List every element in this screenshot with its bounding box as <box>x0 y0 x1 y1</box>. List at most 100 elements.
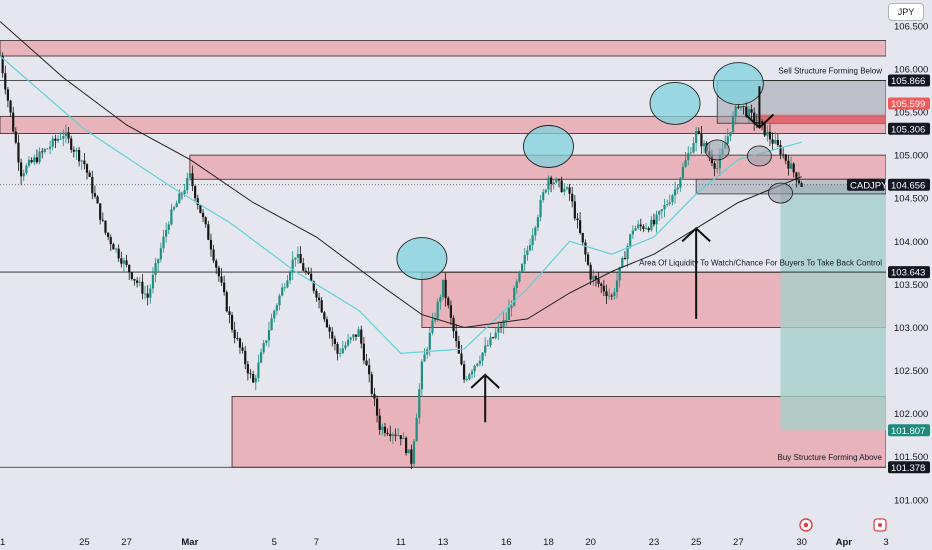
candle-body-125 <box>328 327 331 332</box>
candle-body-13 <box>33 157 36 163</box>
x-tick-11: 23 <box>649 537 660 548</box>
x-tick-0: 1 <box>0 537 5 548</box>
candle-body-200 <box>526 250 529 255</box>
candle-body-251 <box>660 209 663 212</box>
candle-body-192 <box>505 319 508 321</box>
candle-body-153 <box>402 437 405 439</box>
candle-body-237 <box>623 257 627 260</box>
candle-body-9 <box>22 173 25 177</box>
candle-body-82 <box>215 260 218 268</box>
candle-body-247 <box>650 219 653 231</box>
candle-body-118 <box>310 273 313 282</box>
candle-body-157 <box>412 441 416 464</box>
price-tag-5: 101.807 <box>891 426 925 437</box>
candle-body-33 <box>85 164 89 173</box>
candle-body-56 <box>146 293 149 298</box>
candle-body-228 <box>600 283 603 286</box>
candle-body-199 <box>523 254 526 265</box>
price-tag-bg-3 <box>888 178 930 191</box>
candle-body-52 <box>136 280 139 283</box>
candle-body-76 <box>199 205 202 213</box>
candle-body-285 <box>750 109 753 113</box>
candle-body-202 <box>531 235 534 245</box>
candle-body-235 <box>618 266 621 281</box>
candle-body-54 <box>141 281 144 294</box>
candle-body-255 <box>671 195 674 203</box>
x-tick-7: 13 <box>438 537 449 548</box>
price-tag-2: 105.306 <box>891 124 925 135</box>
candle-body-96 <box>252 373 255 383</box>
candle-body-206 <box>542 192 545 200</box>
candle-body-20 <box>51 138 54 147</box>
candle-body-65 <box>170 209 173 225</box>
candle-body-137 <box>360 329 363 344</box>
candle-body-164 <box>431 320 434 333</box>
candle-body-38 <box>99 203 102 220</box>
candle-body-283 <box>745 106 748 117</box>
candle-body-10 <box>25 165 28 174</box>
currency-button[interactable]: JPY <box>888 3 924 21</box>
x-tick-15: Apr <box>836 537 853 548</box>
y-tick-11: 101.000 <box>894 495 928 506</box>
candle-body-12 <box>30 160 33 163</box>
candle-body-294 <box>774 140 777 144</box>
candle-body-146 <box>383 426 387 433</box>
candle-body-256 <box>673 189 677 196</box>
candle-body-68 <box>178 193 181 204</box>
candle-body-186 <box>489 337 492 346</box>
candle-body-26 <box>67 132 70 139</box>
candle-body-5 <box>12 112 15 132</box>
candle-body-140 <box>368 365 371 375</box>
ma-slow-line <box>0 21 802 329</box>
candle-body-297 <box>782 154 785 156</box>
candle-body-170 <box>447 298 450 306</box>
candle-body-46 <box>120 258 123 264</box>
candle-body-47 <box>122 260 126 264</box>
candle-body-174 <box>457 341 460 354</box>
candle-body-87 <box>228 311 231 315</box>
candle-body-138 <box>362 343 365 361</box>
candle-body-110 <box>288 272 292 281</box>
candle-body-143 <box>375 398 379 416</box>
candle-body-40 <box>104 220 107 233</box>
candle-body-6 <box>14 131 17 143</box>
candle-body-302 <box>795 172 798 181</box>
candle-body-254 <box>668 202 671 205</box>
candle-body-37 <box>96 196 99 204</box>
candle-body-139 <box>365 360 368 366</box>
candle-body-176 <box>462 364 466 380</box>
candle-body-207 <box>544 189 547 193</box>
candle-body-262 <box>689 152 692 154</box>
time-axis[interactable]: 1 25 27 Mar 5 7 11 13 16 18 20 23 25 27 30 Apr 3 <box>0 530 932 550</box>
candle-body-79 <box>207 224 210 240</box>
candle-body-109 <box>286 280 289 288</box>
y-tick-0: 106.500 <box>894 21 928 32</box>
candle-body-132 <box>346 339 350 346</box>
candle-body-93 <box>244 350 247 365</box>
candle-body-156 <box>410 449 413 464</box>
y-tick-2: 105.500 <box>894 108 928 119</box>
candle-body-291 <box>766 131 769 136</box>
candle-body-258 <box>679 178 682 188</box>
candle-body-154 <box>404 437 408 454</box>
candle-body-236 <box>621 257 624 267</box>
candle-body-212 <box>557 179 561 181</box>
horizontal-levels <box>0 80 886 468</box>
candle-body-84 <box>220 276 223 283</box>
candle-body-304 <box>800 183 803 187</box>
candle-body-240 <box>631 230 634 235</box>
price-tag-6: 101.378 <box>891 463 925 474</box>
candle-body-165 <box>433 318 437 321</box>
x-tick-12: 25 <box>691 537 702 548</box>
candle-body-242 <box>637 224 640 228</box>
candle-body-100 <box>262 342 265 353</box>
candle-body-71 <box>186 177 189 191</box>
axis-icons[interactable] <box>799 518 887 532</box>
candle-body-19 <box>49 146 52 149</box>
price-tag-0: 105.866 <box>891 76 925 87</box>
candle-body-22 <box>56 138 60 141</box>
candle-body-41 <box>107 232 110 238</box>
candle-body-42 <box>109 237 112 245</box>
